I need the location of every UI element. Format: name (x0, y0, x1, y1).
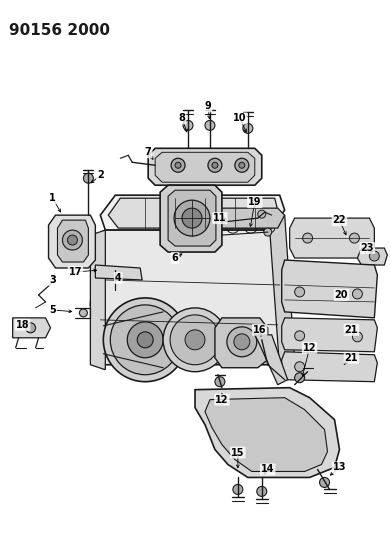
Circle shape (83, 173, 93, 183)
Text: 90156 2000: 90156 2000 (9, 22, 109, 38)
Polygon shape (270, 215, 295, 370)
Circle shape (295, 362, 305, 372)
Circle shape (215, 377, 225, 386)
Text: 11: 11 (213, 213, 227, 223)
Circle shape (369, 251, 379, 261)
Text: 5: 5 (49, 305, 56, 315)
Polygon shape (215, 318, 268, 368)
Circle shape (233, 484, 243, 495)
Circle shape (264, 228, 272, 236)
Circle shape (173, 192, 183, 202)
Circle shape (295, 373, 305, 383)
Polygon shape (95, 265, 142, 280)
Polygon shape (168, 190, 216, 246)
Circle shape (205, 120, 215, 131)
Circle shape (170, 315, 220, 365)
Text: 6: 6 (172, 253, 178, 263)
Text: 1: 1 (49, 193, 56, 203)
Circle shape (234, 334, 250, 350)
Circle shape (239, 162, 245, 168)
Circle shape (227, 327, 257, 357)
Polygon shape (57, 220, 88, 262)
Circle shape (303, 233, 312, 243)
Circle shape (110, 305, 180, 375)
Polygon shape (205, 398, 328, 472)
Polygon shape (160, 185, 222, 252)
Polygon shape (255, 335, 288, 385)
Polygon shape (290, 218, 374, 258)
Circle shape (295, 331, 305, 341)
Circle shape (175, 162, 181, 168)
Text: 23: 23 (361, 243, 374, 253)
Circle shape (235, 158, 249, 172)
Text: 15: 15 (231, 448, 245, 457)
Text: 9: 9 (204, 101, 211, 111)
Text: 3: 3 (49, 275, 56, 285)
Circle shape (170, 189, 186, 205)
Polygon shape (282, 318, 377, 352)
Circle shape (103, 298, 187, 382)
Circle shape (25, 323, 36, 333)
Polygon shape (195, 208, 285, 228)
Circle shape (352, 332, 362, 342)
Circle shape (182, 208, 202, 228)
Circle shape (212, 162, 218, 168)
Polygon shape (148, 148, 262, 185)
Polygon shape (100, 195, 285, 230)
Circle shape (243, 123, 253, 133)
Polygon shape (282, 260, 377, 318)
Text: 20: 20 (335, 290, 348, 300)
Text: 10: 10 (233, 114, 247, 123)
Text: 16: 16 (253, 325, 267, 335)
Text: 12: 12 (303, 343, 316, 353)
Polygon shape (155, 152, 255, 182)
Circle shape (163, 308, 227, 372)
Text: 14: 14 (261, 464, 274, 474)
Polygon shape (108, 198, 278, 228)
Circle shape (137, 332, 153, 348)
Circle shape (295, 287, 305, 297)
Circle shape (171, 158, 185, 172)
Circle shape (350, 233, 359, 243)
Polygon shape (282, 352, 377, 382)
Circle shape (63, 230, 83, 250)
Text: 7: 7 (145, 147, 152, 157)
Circle shape (352, 289, 362, 299)
Text: 22: 22 (333, 215, 346, 225)
Circle shape (183, 120, 193, 131)
Circle shape (185, 330, 205, 350)
Polygon shape (195, 387, 339, 478)
Text: 13: 13 (333, 463, 346, 472)
Circle shape (257, 487, 267, 496)
Circle shape (127, 322, 163, 358)
Circle shape (319, 478, 330, 487)
Polygon shape (90, 230, 290, 365)
Polygon shape (48, 215, 95, 268)
Text: 18: 18 (16, 320, 29, 330)
Circle shape (79, 309, 87, 317)
Text: 21: 21 (345, 325, 358, 335)
Circle shape (174, 200, 210, 236)
Text: 17: 17 (69, 267, 82, 277)
Text: 8: 8 (179, 114, 185, 123)
Polygon shape (13, 318, 50, 338)
Polygon shape (357, 248, 387, 265)
Text: 12: 12 (215, 394, 229, 405)
Circle shape (258, 210, 266, 218)
Circle shape (208, 158, 222, 172)
Text: 21: 21 (345, 353, 358, 363)
Text: 4: 4 (115, 273, 122, 283)
Text: 19: 19 (248, 197, 262, 207)
Polygon shape (90, 230, 105, 370)
Text: 2: 2 (97, 170, 104, 180)
Circle shape (68, 235, 77, 245)
Circle shape (111, 271, 119, 279)
